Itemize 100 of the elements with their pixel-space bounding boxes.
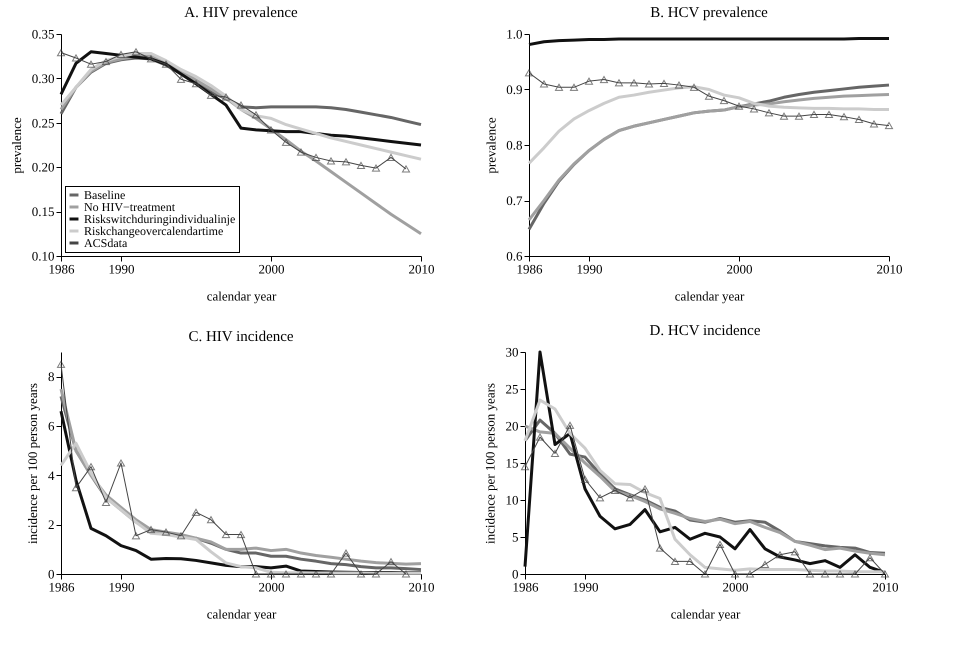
y-tick-label: 1.0 (506, 26, 522, 42)
point (584, 78, 594, 85)
point (132, 532, 140, 540)
x-axis-title: calendar year (206, 288, 277, 304)
point (386, 558, 396, 566)
y-tick-label: 8 (48, 369, 54, 384)
y-tick-label: 0.20 (32, 160, 54, 175)
point (614, 79, 624, 86)
point (356, 162, 366, 169)
point (600, 76, 608, 84)
point (266, 126, 276, 134)
point (700, 570, 710, 578)
point (520, 463, 530, 470)
x-tick-label: 2010 (872, 580, 898, 594)
y-tick-label: 25 (506, 382, 518, 396)
y-tick-label: 10 (506, 492, 518, 508)
y-axis-title: prevalence (8, 117, 24, 174)
point (850, 570, 860, 578)
point (236, 101, 246, 109)
point (870, 120, 878, 128)
line-series (528, 36, 890, 46)
y-tick-label: 15 (506, 456, 518, 470)
point (580, 476, 590, 483)
point (660, 80, 668, 87)
point (206, 516, 216, 524)
x-tick-label: 2000 (726, 262, 752, 276)
y-axis-title: incidence per 100 person years (482, 383, 498, 544)
point (750, 105, 758, 112)
x-tick-label: 1986 (48, 262, 75, 276)
x-tick-label: 2010 (408, 262, 434, 276)
point (746, 570, 754, 578)
point (102, 58, 110, 66)
y-tick-label: 0.9 (506, 82, 522, 97)
y-tick-label: 0.35 (32, 26, 54, 42)
y-axis-title: incidence per 100 person years (25, 383, 40, 544)
point (176, 76, 186, 83)
point (222, 530, 230, 538)
point (550, 450, 560, 457)
point (670, 558, 680, 565)
point (536, 434, 544, 441)
point (780, 112, 788, 120)
point (402, 570, 410, 578)
x-axis-title: calendar year (674, 288, 745, 304)
point (866, 554, 874, 562)
point (312, 570, 320, 578)
x-tick-label: 1990 (572, 580, 598, 594)
point (372, 570, 380, 578)
y-tick-label: 0.15 (32, 204, 54, 220)
point (162, 528, 170, 536)
point (162, 60, 170, 68)
x-tick-label: 2000 (258, 262, 284, 276)
point (86, 463, 96, 470)
point (326, 157, 336, 165)
y-tick-label: 2 (48, 517, 54, 532)
y-tick-label: 6 (48, 418, 55, 434)
point (312, 154, 320, 161)
point (690, 84, 698, 91)
x-axis-title: calendar year (206, 606, 277, 622)
point (720, 97, 728, 104)
x-tick-label: 2010 (408, 580, 434, 594)
point (806, 570, 814, 578)
point (282, 138, 290, 146)
point (356, 570, 366, 578)
point (644, 80, 654, 88)
point (776, 551, 784, 558)
point (206, 92, 216, 99)
x-tick-label: 1990 (108, 580, 134, 594)
x-tick-label: 1986 (512, 580, 539, 594)
x-tick-label: 1986 (516, 262, 543, 276)
point (764, 109, 774, 116)
point (176, 532, 186, 540)
point (326, 570, 336, 578)
y-tick-label: 20 (506, 418, 518, 434)
point (704, 92, 714, 100)
x-axis-title: calendar year (670, 606, 741, 622)
y-tick-label: 0.25 (32, 115, 54, 130)
point (146, 55, 156, 62)
point (730, 570, 740, 578)
y-tick-label: 0.6 (506, 248, 523, 264)
legend-label: No HIV−treatment (84, 200, 176, 214)
point (296, 570, 306, 578)
point (524, 69, 534, 76)
point (840, 113, 848, 120)
point (72, 484, 80, 492)
point (790, 548, 800, 556)
point (640, 485, 650, 492)
x-tick-label: 2000 (258, 580, 284, 594)
point (102, 498, 110, 506)
y-tick-label: 4 (48, 468, 55, 483)
point (56, 49, 66, 56)
y-tick-label: 0 (48, 566, 54, 582)
point (540, 80, 548, 88)
point (282, 570, 290, 578)
y-axis-title: prevalence (483, 117, 498, 174)
point (734, 102, 744, 110)
point (222, 93, 230, 101)
x-tick-label: 2010 (876, 262, 902, 276)
point (656, 544, 664, 552)
point (342, 158, 350, 166)
point (674, 82, 684, 89)
